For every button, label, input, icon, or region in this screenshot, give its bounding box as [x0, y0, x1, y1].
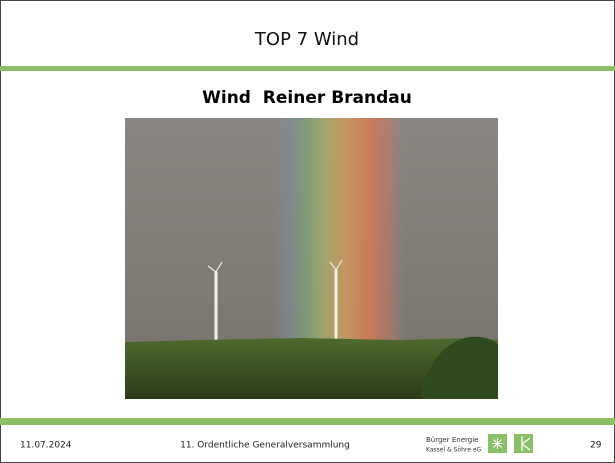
photo	[125, 118, 498, 399]
footer-date: 11.07.2024	[20, 441, 72, 451]
logo-line2: Kassel & Söhre eG	[426, 447, 482, 454]
slide: TOP 7 Wind Wind Reiner Brandau 11.07.202…	[0, 0, 615, 463]
header-bar	[0, 66, 615, 71]
page-number: 29	[590, 441, 602, 451]
slide-subtitle: Wind Reiner Brandau	[202, 88, 412, 108]
slide-title: TOP 7 Wind	[254, 29, 359, 50]
footer-event: 11. Ordentliche Generalversammlung	[180, 441, 350, 451]
footer-bar	[0, 418, 615, 425]
logo-line1: Bürger Energie	[426, 436, 478, 444]
